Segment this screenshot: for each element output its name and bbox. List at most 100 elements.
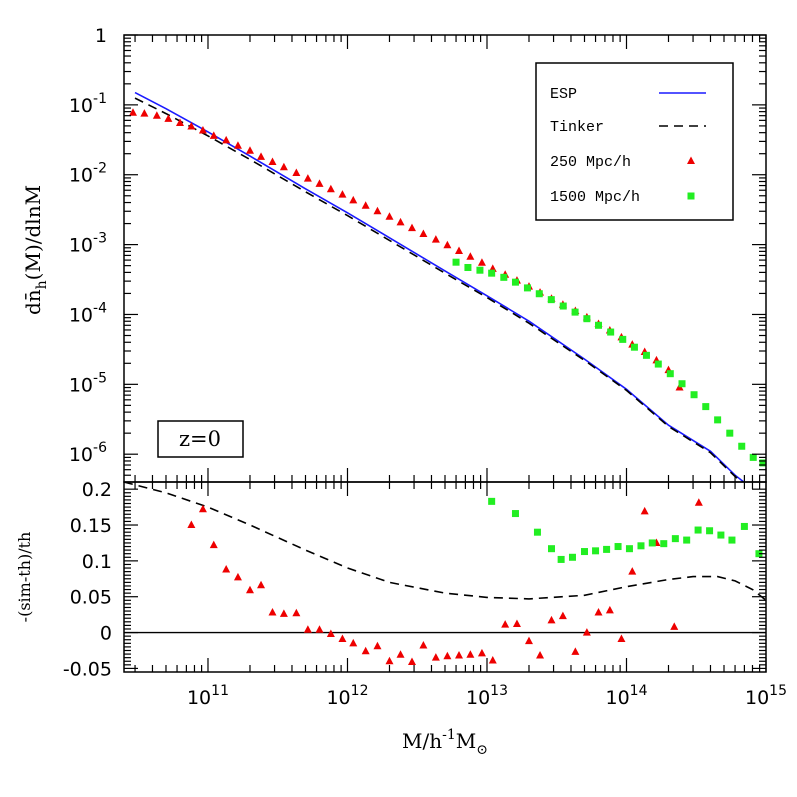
data-point [396, 650, 405, 658]
data-point [452, 258, 460, 266]
data-point [714, 416, 722, 424]
x-tick-label: 1011 [187, 683, 229, 709]
data-point [557, 555, 565, 563]
data-point [630, 343, 638, 351]
data-point [523, 284, 531, 292]
data-point [595, 321, 603, 329]
data-point [198, 125, 207, 134]
data-point [702, 403, 710, 411]
data-point [477, 648, 486, 657]
data-point [175, 118, 184, 127]
data-point [619, 335, 627, 343]
data-point [396, 217, 405, 226]
data-point [326, 629, 335, 637]
data-point [706, 527, 714, 535]
data-point [373, 641, 382, 650]
data-point [640, 506, 649, 515]
data-point [361, 646, 370, 655]
redshift-box [157, 420, 244, 458]
data-point [547, 296, 555, 304]
data-point [547, 615, 556, 624]
axis-labels: M/h-1M⊙ dn̄h(M)/dlnM -(sim-th)/th [15, 185, 488, 758]
data-point [512, 619, 521, 627]
data-point [614, 543, 622, 551]
data-point [209, 540, 218, 549]
data-point [268, 157, 277, 166]
data-point [694, 526, 702, 534]
x-axis-label: M/h-1M⊙ [402, 727, 488, 758]
series-1500-mpc-h [488, 497, 763, 563]
data-point [222, 564, 231, 573]
data-point [568, 553, 576, 561]
data-point [603, 545, 611, 553]
data-point [419, 229, 428, 237]
data-point [466, 650, 475, 658]
data-point [209, 131, 218, 139]
data-point [268, 607, 277, 616]
data-point [678, 380, 686, 388]
data-point [548, 545, 556, 553]
data-point [140, 109, 149, 117]
data-point [233, 141, 242, 149]
data-point [671, 535, 679, 543]
legend-box [535, 62, 734, 221]
data-point [607, 328, 615, 336]
data-point [535, 290, 543, 298]
data-point [694, 498, 703, 506]
series-1500-mpc-h [452, 258, 766, 467]
legend-swatch [687, 156, 695, 164]
x-tick-label: 1015 [745, 683, 787, 709]
data-point [476, 266, 484, 274]
bottom-axes-frame [123, 481, 767, 673]
data-point [533, 528, 541, 536]
data-point [349, 195, 358, 204]
top-y-axis-label: dn̄h(M)/dlnM [21, 185, 50, 315]
legend-label: 250 Mpc/h [550, 154, 631, 171]
data-point [637, 542, 645, 550]
data-point [666, 370, 674, 378]
series-tinker [124, 482, 766, 601]
data-point [558, 611, 567, 620]
data-point [605, 605, 614, 614]
data-point [431, 235, 440, 243]
x-tick-label: 1013 [466, 683, 508, 709]
data-point [740, 522, 748, 530]
data-point [233, 572, 242, 581]
data-point [654, 360, 662, 368]
data-point [728, 536, 736, 544]
data-point [726, 429, 734, 437]
y-tick-label: 0.1 [82, 551, 112, 573]
data-point [683, 536, 691, 544]
data-point [571, 308, 579, 316]
data-point [617, 634, 626, 643]
data-point [164, 114, 173, 122]
data-point [717, 531, 725, 539]
y-tick-label: 0 [100, 623, 112, 645]
data-point [443, 240, 452, 249]
top-panel: 1 10-1 10-2 10-3 10-4 10-5 10-6 ESP Tinker 250 M… [69, 25, 767, 483]
data-point [292, 168, 301, 176]
data-point [477, 258, 486, 266]
data-point [625, 545, 633, 553]
y-tick-label: 0.2 [82, 479, 112, 501]
data-point [257, 152, 266, 160]
data-point [292, 608, 301, 617]
data-point [349, 638, 358, 647]
data-point [373, 206, 382, 215]
data-point [628, 567, 637, 575]
data-point [245, 585, 254, 594]
redshift-label: z=0 [179, 427, 221, 451]
data-point [419, 640, 428, 649]
y-tick-label: 0.05 [70, 587, 112, 609]
data-point [583, 315, 591, 323]
data-point [257, 580, 266, 589]
data-point [759, 459, 766, 467]
data-point [464, 264, 472, 272]
y-tick-label: 0.15 [70, 515, 112, 537]
data-point [407, 657, 416, 665]
data-point [690, 391, 698, 399]
bottom-y-axis-label: -(sim-th)/th [15, 532, 34, 623]
data-point [187, 122, 196, 130]
data-point [738, 442, 746, 450]
